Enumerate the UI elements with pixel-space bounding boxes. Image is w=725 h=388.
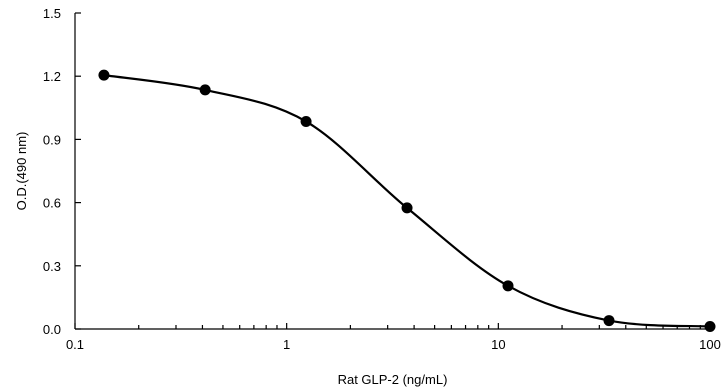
data-points (98, 69, 716, 332)
y-tick-labels: 0.0 0.3 0.6 0.9 1.2 1.5 (43, 6, 61, 337)
data-point (401, 202, 413, 214)
y-tick-label: 1.5 (43, 6, 61, 21)
data-point (502, 280, 514, 292)
y-tick-label: 0.6 (43, 196, 61, 211)
y-tick-label: 1.2 (43, 69, 61, 84)
data-point (199, 84, 211, 96)
x-tick-label: 0.1 (66, 337, 84, 352)
x-ticks (74, 323, 711, 329)
data-point (300, 115, 312, 127)
x-tick-label: 10 (491, 337, 505, 352)
x-axis-label: Rat GLP-2 (ng/mL) (338, 372, 448, 387)
axes (74, 13, 710, 330)
x-tick-label: 1 (283, 337, 290, 352)
data-point (704, 320, 716, 332)
y-tick-label: 0.9 (43, 132, 61, 147)
data-point (98, 69, 110, 81)
x-tick-label: 100 (699, 337, 721, 352)
y-tick-label: 0.0 (43, 322, 61, 337)
x-tick-labels: 0.1 1 10 100 (66, 337, 721, 352)
data-point (603, 315, 615, 327)
y-ticks (75, 12, 81, 330)
y-axis-label: O.D.(490 nm) (14, 132, 29, 211)
y-tick-label: 0.3 (43, 259, 61, 274)
fit-curve (103, 74, 711, 328)
